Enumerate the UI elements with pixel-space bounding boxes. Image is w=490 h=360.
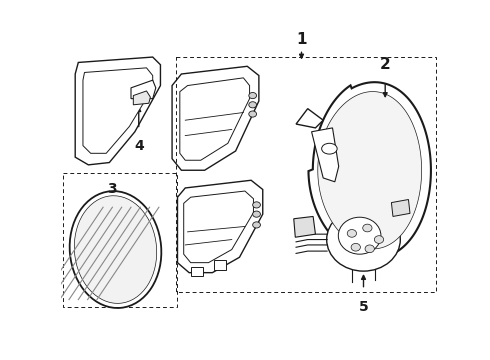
Polygon shape [83, 68, 153, 153]
Polygon shape [318, 91, 421, 249]
Ellipse shape [321, 143, 337, 154]
Ellipse shape [74, 196, 157, 303]
Polygon shape [214, 260, 226, 270]
Ellipse shape [327, 208, 400, 271]
Polygon shape [172, 66, 259, 170]
Polygon shape [309, 82, 431, 258]
Polygon shape [180, 78, 249, 160]
Ellipse shape [253, 222, 260, 228]
Ellipse shape [70, 191, 161, 308]
Ellipse shape [351, 243, 361, 251]
Ellipse shape [253, 211, 260, 217]
Ellipse shape [253, 202, 260, 208]
Ellipse shape [249, 93, 257, 99]
Ellipse shape [365, 245, 374, 253]
Text: 5: 5 [359, 300, 368, 314]
Ellipse shape [249, 111, 257, 117]
Polygon shape [177, 180, 263, 273]
Text: 2: 2 [380, 57, 391, 72]
Ellipse shape [249, 102, 257, 108]
Ellipse shape [374, 236, 384, 243]
Polygon shape [312, 128, 339, 182]
Polygon shape [392, 199, 410, 216]
Ellipse shape [363, 224, 372, 232]
Polygon shape [184, 191, 253, 263]
Polygon shape [133, 91, 150, 105]
Text: 4: 4 [134, 139, 144, 153]
Ellipse shape [338, 217, 381, 254]
Polygon shape [296, 109, 323, 128]
Ellipse shape [347, 230, 357, 237]
Text: 1: 1 [296, 32, 307, 47]
Polygon shape [75, 57, 160, 165]
Text: 3: 3 [107, 182, 117, 195]
Polygon shape [191, 266, 203, 276]
Polygon shape [294, 216, 316, 237]
Polygon shape [131, 80, 156, 99]
